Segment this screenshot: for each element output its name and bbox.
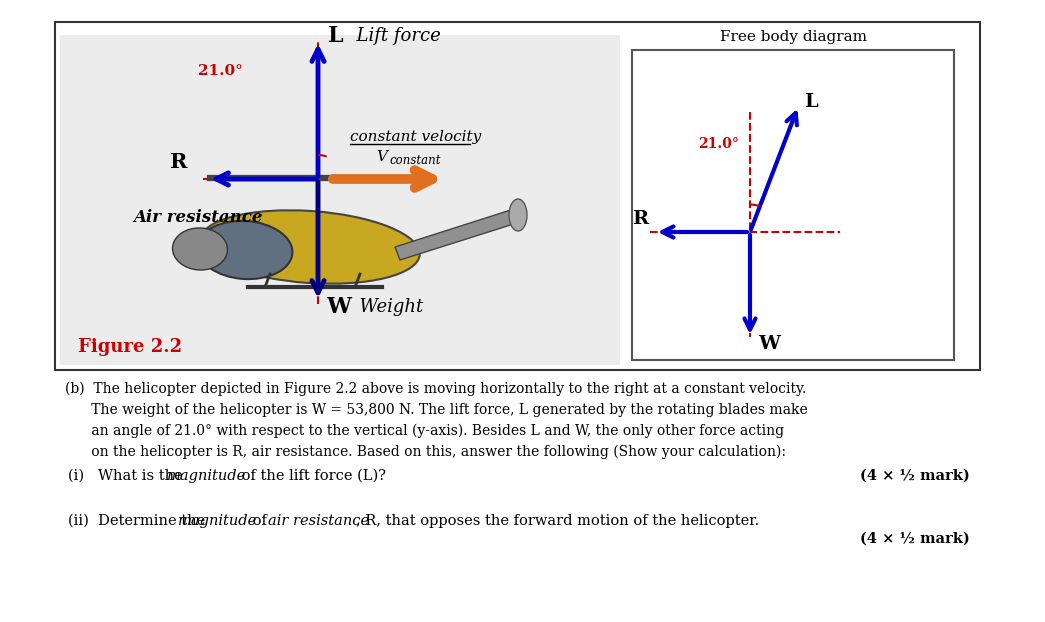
Text: 21.0°: 21.0°: [698, 137, 739, 151]
Text: , R, that opposes the forward motion of the helicopter.: , R, that opposes the forward motion of …: [356, 514, 760, 528]
Text: on the helicopter is R, air resistance. Based on this, answer the following (Sho: on the helicopter is R, air resistance. …: [65, 445, 786, 460]
Text: (ii)  Determine the: (ii) Determine the: [68, 514, 210, 528]
Text: Lift force: Lift force: [345, 27, 441, 45]
Text: R: R: [632, 210, 648, 228]
Text: L: L: [805, 93, 818, 111]
Text: of: of: [248, 514, 272, 528]
Text: magnitude: magnitude: [178, 514, 257, 528]
Text: W: W: [326, 296, 351, 318]
Ellipse shape: [172, 228, 228, 270]
Text: Weight: Weight: [348, 298, 423, 316]
Text: Figure 2.2: Figure 2.2: [78, 338, 182, 356]
Text: air resistance: air resistance: [268, 514, 369, 528]
Text: (4 × ½ mark): (4 × ½ mark): [860, 469, 970, 483]
Text: Air resistance: Air resistance: [133, 208, 262, 226]
Text: of the lift force (L)?: of the lift force (L)?: [237, 469, 386, 483]
Text: W: W: [758, 335, 780, 353]
Text: Free body diagram: Free body diagram: [720, 30, 866, 44]
Ellipse shape: [198, 221, 293, 279]
Bar: [632, 50, 954, 360]
Text: an angle of 21.0° with respect to the vertical (y-axis). Besides L and W, the on: an angle of 21.0° with respect to the ve…: [65, 424, 784, 439]
Ellipse shape: [201, 210, 420, 284]
Text: magnitude: magnitude: [167, 469, 247, 483]
Ellipse shape: [509, 199, 527, 231]
Text: V: V: [376, 150, 387, 164]
Text: (i)   What is the: (i) What is the: [68, 469, 187, 483]
Text: (4 × ½ mark): (4 × ½ mark): [860, 532, 970, 546]
Text: R: R: [170, 152, 187, 172]
Text: The weight of the helicopter is W = 53,800 N. The lift force, L generated by the: The weight of the helicopter is W = 53,8…: [65, 403, 808, 417]
Text: L: L: [328, 25, 344, 47]
Polygon shape: [395, 207, 520, 260]
Text: 21.0°: 21.0°: [199, 64, 243, 78]
Text: constant: constant: [389, 154, 441, 167]
Bar: [60, 35, 620, 365]
Text: constant velocity: constant velocity: [350, 130, 482, 144]
Text: (b)  The helicopter depicted in Figure 2.2 above is moving horizontally to the r: (b) The helicopter depicted in Figure 2.…: [65, 382, 807, 396]
Bar: [55, 22, 980, 370]
